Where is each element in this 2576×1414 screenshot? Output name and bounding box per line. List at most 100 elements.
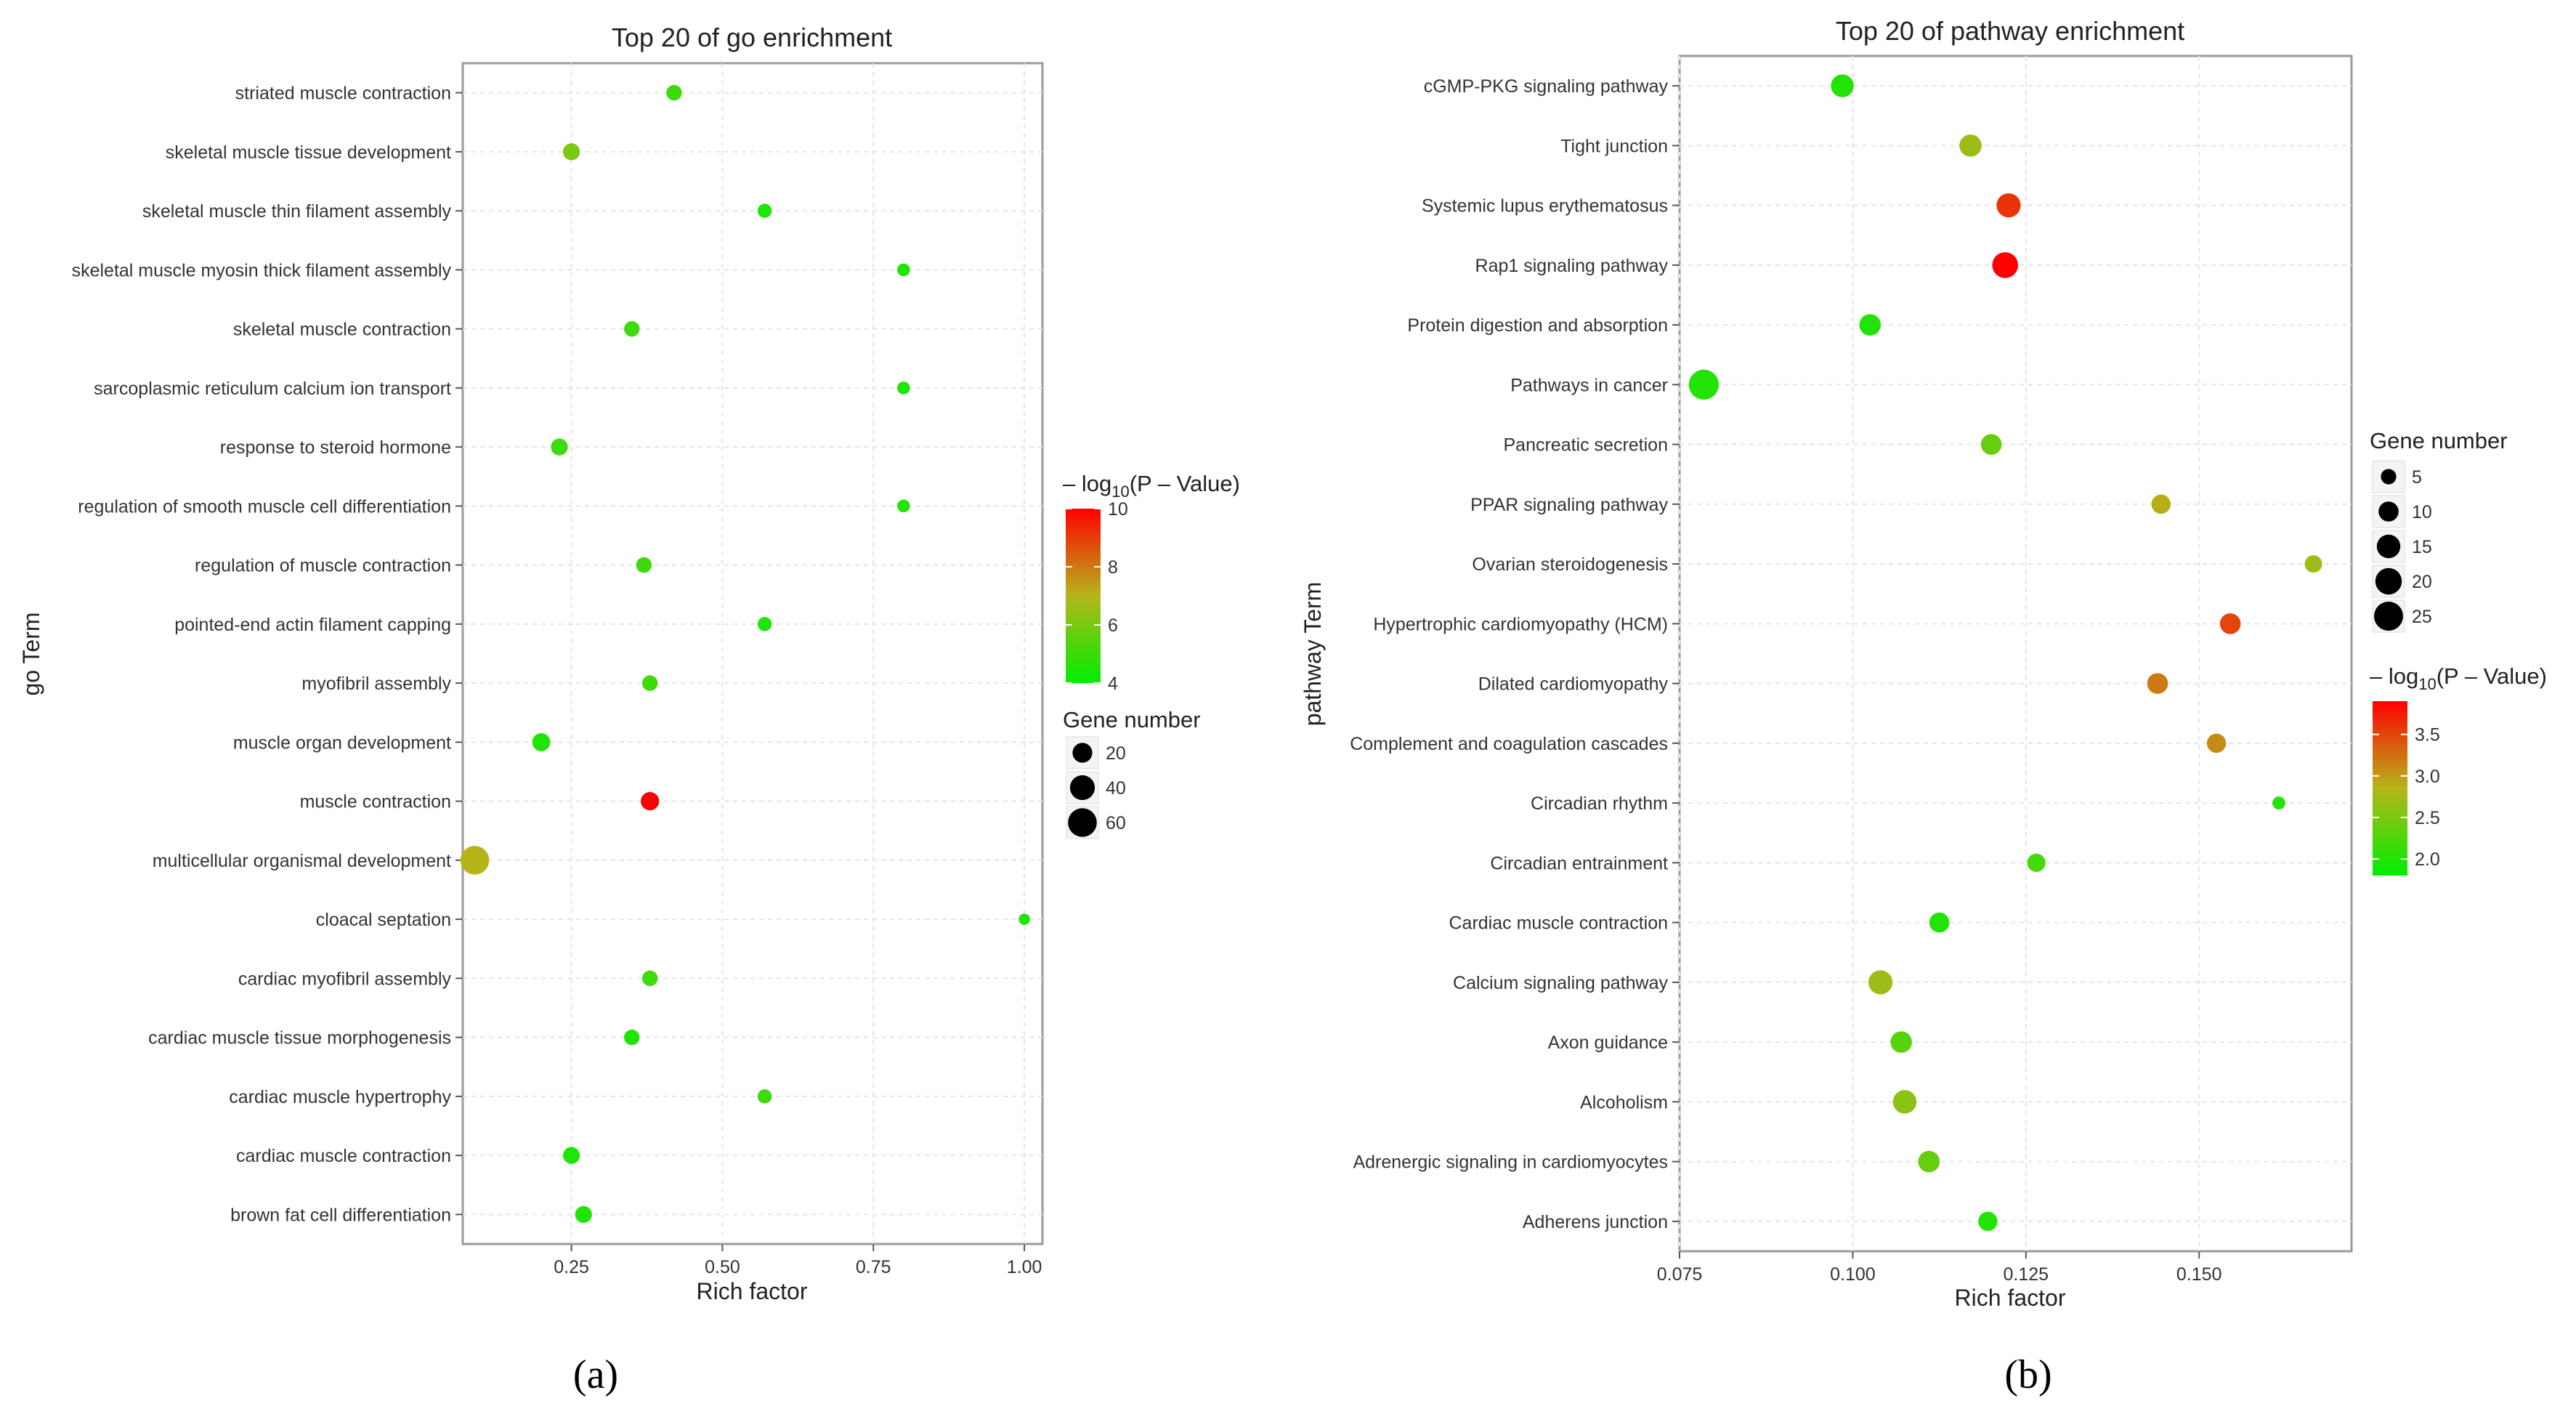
data-point (2151, 494, 2171, 514)
x-ticks-b: 0.075 0.100 0.125 0.150 (1657, 1251, 2222, 1285)
data-point (1959, 134, 1982, 157)
data-point (532, 732, 551, 751)
y-tick-label: skeletal muscle contraction (233, 320, 451, 340)
data-point (551, 438, 568, 456)
size-legend-b: Gene number 5 10 15 20 25 (2370, 428, 2508, 633)
y-tick-label: Tight junction (1560, 136, 1668, 156)
chart-title-b: Top 20 of pathway enrichment (1836, 16, 2184, 46)
color-legend-b: – log10(P – Value) 3.5 3.0 2.5 2.0 (2370, 663, 2547, 876)
data-point (1996, 193, 2021, 218)
data-point (1859, 314, 1882, 336)
size-legend-dot (1069, 775, 1095, 801)
data-point (563, 1147, 580, 1164)
y-tick-label: Adherens junction (1523, 1212, 1668, 1232)
x-tick-label: 0.150 (2176, 1264, 2222, 1285)
y-tick-label: cardiac muscle contraction (236, 1146, 451, 1166)
y-tick-label: Cardiac muscle contraction (1449, 913, 1668, 934)
y-ticks-b (1672, 85, 1680, 1222)
data-point (1688, 369, 1720, 400)
y-tick-label: Circadian entrainment (1490, 853, 1668, 873)
data-point (2147, 673, 2168, 694)
data-point (1978, 1211, 1998, 1232)
y-tick-label: cardiac myofibril assembly (238, 969, 452, 989)
y-tick-label: regulation of smooth muscle cell differe… (78, 496, 451, 517)
x-tick-label: 0.125 (2004, 1264, 2049, 1285)
y-tick-label: PPAR signaling pathway (1470, 495, 1668, 515)
data-point (1992, 252, 2018, 278)
data-point (2272, 796, 2285, 810)
y-tick-label: cardiac muscle tissue morphogenesis (148, 1028, 451, 1049)
color-legend-title-sub-b: 10 (2418, 675, 2436, 693)
size-legend-a: Gene number 20 40 60 (1063, 707, 1201, 839)
color-bar-tick-label: 2.5 (2415, 808, 2440, 828)
chart-panel-b: Top 20 of pathway enrichment cGMP-PKG si… (1300, 16, 2547, 1311)
color-bar-ticks-a: 10 8 6 4 (1066, 499, 1128, 694)
size-legend-dot (2378, 501, 2399, 522)
size-legend-label: 15 (2412, 537, 2432, 557)
size-legend-items-b: 5 10 15 20 25 (2372, 460, 2432, 633)
x-tick-label: 0.25 (554, 1257, 589, 1277)
data-point (641, 792, 660, 811)
x-ticks-a: 0.25 0.50 0.75 1.00 (554, 1244, 1042, 1277)
y-tick-label: myofibril assembly (301, 674, 451, 694)
color-legend-title-b: – log10(P – Value) (2370, 663, 2547, 693)
x-tick-label: 0.075 (1657, 1264, 1703, 1285)
y-tick-label: pointed-end actin filament capping (174, 615, 451, 635)
y-axis-label-b: pathway Term (1300, 582, 1326, 727)
x-axis-label-a: Rich factor (697, 1278, 808, 1304)
data-point (757, 203, 772, 218)
data-point (1980, 434, 2002, 455)
data-point (641, 675, 658, 691)
y-tick-label: cardiac muscle hypertrophy (229, 1087, 451, 1107)
y-tick-label: striated muscle contraction (235, 84, 451, 104)
y-tick-label: Pathways in cancer (1510, 375, 1668, 395)
y-tick-label: Axon guidance (1548, 1033, 1668, 1053)
y-tick-label: Complement and coagulation cascades (1350, 734, 1668, 754)
size-legend-title-a: Gene number (1063, 707, 1201, 732)
size-legend-dot (2374, 602, 2403, 631)
points-b (1688, 74, 2322, 1232)
y-tick-label: response to steroid hormone (220, 437, 451, 458)
y-tick-label: cGMP-PKG signaling pathway (1424, 76, 1669, 97)
x-axis-label-b: Rich factor (1955, 1285, 2066, 1311)
y-tick-labels-a: striated muscle contraction skeletal musc… (72, 84, 452, 1226)
y-tick-label: skeletal muscle thin filament assembly (142, 201, 452, 222)
data-point (641, 970, 658, 987)
size-legend-items-a: 20 40 60 (1066, 736, 1126, 839)
data-point (624, 320, 640, 337)
x-tick-label: 0.100 (1830, 1264, 1876, 1285)
y-tick-label: brown fat cell differentiation (230, 1205, 451, 1225)
size-legend-label: 40 (1106, 778, 1126, 799)
color-bar-tick-label: 2.0 (2415, 849, 2440, 870)
panel-label-b: (b) (2004, 1352, 2052, 1397)
color-legend-title-prefix-b: – log (2370, 663, 2418, 689)
x-tick-label: 0.50 (705, 1257, 740, 1277)
y-axis-label-a: go Term (18, 612, 44, 695)
data-point (636, 557, 652, 573)
color-bar-b (2373, 701, 2407, 876)
y-tick-label: muscle organ development (233, 732, 451, 753)
data-point (1890, 1031, 1912, 1053)
color-bar-a (1066, 509, 1101, 683)
y-tick-label: Systemic lupus erythematosus (1422, 196, 1668, 217)
size-legend-label: 20 (1106, 743, 1126, 764)
size-legend-label: 10 (2412, 502, 2432, 522)
color-bar-ticks-b: 3.5 3.0 2.5 2.0 (2373, 725, 2440, 870)
y-tick-label: multicellular organismal development (153, 851, 451, 871)
y-tick-label: Pancreatic secretion (1503, 435, 1668, 456)
y-tick-label: cloacal septation (316, 910, 451, 930)
panel-label-a: (a) (573, 1352, 618, 1397)
y-tick-label: Ovarian steroidogenesis (1472, 554, 1668, 575)
color-bar-tick-label: 3.0 (2415, 767, 2440, 787)
data-point (1868, 970, 1893, 995)
data-point (1918, 1150, 1940, 1173)
y-tick-label: Dilated cardiomyopathy (1478, 674, 1669, 695)
color-bar-tick-label: 3.5 (2415, 725, 2440, 746)
grid-a (463, 63, 1042, 1244)
y-ticks-a (455, 92, 463, 1216)
data-point (757, 1089, 772, 1104)
y-tick-labels-b: cGMP-PKG signaling pathway Tight junction… (1350, 76, 1668, 1232)
data-point (897, 263, 910, 277)
color-legend-title-sub-a: 10 (1111, 482, 1129, 501)
